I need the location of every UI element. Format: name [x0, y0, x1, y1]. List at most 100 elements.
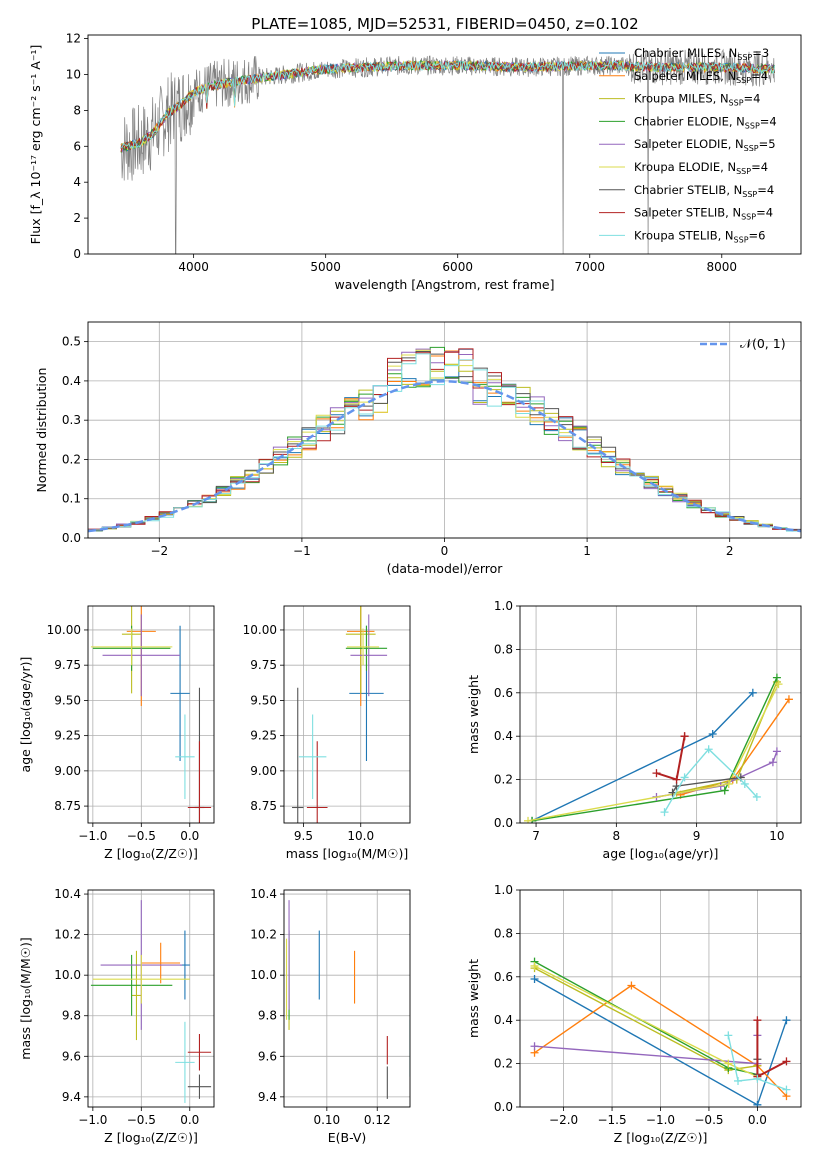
x-tick-label: −0.5 [694, 1113, 723, 1127]
errorbar-point [350, 614, 388, 697]
errorbar-point [90, 628, 173, 666]
series-marker [708, 730, 717, 739]
series-marker [704, 745, 713, 754]
errorbars [285, 900, 410, 1099]
series-marker [748, 688, 757, 697]
normal-curve [88, 380, 801, 533]
series-line [534, 965, 758, 1078]
axes-frame [283, 605, 411, 824]
y-tick-label: 1.0 [494, 883, 513, 897]
y-tick-label: 0 [73, 247, 81, 261]
errorbar-point [187, 1033, 212, 1071]
series-marker [734, 1076, 743, 1085]
weight-lines [530, 957, 791, 1107]
series-marker [524, 816, 533, 823]
spectrum-lines [120, 48, 776, 254]
errorbar-point [345, 625, 388, 671]
series-marker [784, 695, 793, 704]
series-line [531, 692, 754, 822]
y-tick-label: 9.8 [62, 1009, 81, 1023]
series-marker [782, 1057, 791, 1066]
series-marker [652, 769, 661, 778]
series-line [534, 1035, 759, 1065]
y-tick-label: 8.75 [54, 799, 81, 813]
y-tick-label: 8.75 [250, 799, 277, 813]
x-tick-label: 8 [613, 829, 621, 843]
y-tick-label: 10.00 [243, 623, 277, 637]
x-axis-label: E(B-V) [328, 1130, 367, 1145]
y-tick-label: 9.6 [62, 1049, 81, 1063]
x-tick-label: 9 [693, 829, 701, 843]
errorbars [90, 606, 212, 823]
y-tick-label: 9.50 [250, 693, 277, 707]
errorbar-point [187, 741, 212, 823]
errorbar-point [298, 714, 327, 800]
y-tick-label: 0.0 [494, 1100, 513, 1114]
y-tick-label: 0.0 [62, 531, 81, 545]
errorbars [90, 900, 212, 1103]
y-axis-label: age [log₁₀(age/yr)] [18, 657, 33, 773]
y-tick-label: 2 [73, 211, 81, 225]
y-tick-label: 10.4 [54, 887, 81, 901]
histogram-kroupa-stelib [88, 353, 801, 532]
y-tick-label: 9.6 [258, 1049, 277, 1063]
series-marker [753, 1016, 762, 1025]
axes-frame [87, 34, 802, 255]
series-marker [774, 680, 783, 689]
x-tick-label: 0.0 [748, 1113, 767, 1127]
y-tick-label: 0.2 [494, 1057, 513, 1071]
axes-spectrum: 4000 5000 6000 7000 8000 0 2 4 6 8 10 12 wavelength … [28, 32, 802, 292]
axes-age_vs_mass: 9.5 10.0 8.75 9.00 9.25 9.50 9.75 10.00 mass [lo… [243, 605, 411, 861]
series-marker [680, 732, 689, 741]
y-tick-label: 9.50 [54, 693, 81, 707]
series-marker [672, 775, 681, 784]
y-tick-label: 8 [73, 103, 81, 117]
y-axis-label: mass weight [466, 959, 481, 1038]
x-tick-label: −2 [150, 544, 168, 558]
y-tick-label: 10 [66, 67, 81, 81]
series-line [656, 736, 686, 781]
x-tick-label: −1 [293, 544, 311, 558]
legend-label: Salpeter STELIB, NSSP=4 [634, 206, 773, 222]
legend-label: Salpeter MILES, NSSP=4 [634, 69, 768, 85]
series-marker [772, 747, 781, 756]
errorbar-point [102, 614, 181, 697]
axes-mass_vs_Z: −1.0 −0.5 0.0 9.4 9.6 9.8 10.0 10.2 10.4 Z [log₁₀… [18, 887, 215, 1145]
errorbar-point [131, 950, 142, 1041]
series-marker [530, 974, 539, 983]
errorbar-point [187, 1074, 212, 1099]
axes-weight_vs_age: 7 8 9 10 0.0 0.2 0.4 0.6 0.8 1.0 age [log₁₀(age/yr… [466, 599, 802, 861]
y-tick-label: 0.2 [62, 452, 81, 466]
y-tick-label: 0.5 [62, 335, 81, 349]
series-marker [627, 981, 636, 990]
y-tick-label: 0.3 [62, 413, 81, 427]
series-marker [768, 758, 777, 767]
y-tick-label: 0.6 [494, 686, 513, 700]
y-tick-label: 0.4 [62, 374, 81, 388]
x-tick-label: −1.5 [597, 1113, 626, 1127]
x-tick-label: 0.10 [313, 1113, 340, 1127]
series-marker [753, 1074, 762, 1083]
x-tick-label: 0.0 [180, 1113, 199, 1127]
series-line [756, 1020, 787, 1079]
series-marker [753, 1100, 762, 1107]
series-marker [782, 1085, 791, 1094]
legend-label: Chabrier MILES, NSSP=3 [634, 46, 769, 62]
y-tick-label: 10.00 [47, 623, 81, 637]
y-tick-label: 9.25 [54, 729, 81, 743]
x-tick-label: −2.0 [549, 1113, 578, 1127]
y-axis-label: mass [log₁₀(M/M☉)] [18, 937, 33, 1059]
y-tick-label: 0.2 [494, 773, 513, 787]
series-marker [724, 779, 733, 788]
model-line-kroupa-stelib [121, 59, 776, 150]
y-tick-label: 9.00 [54, 764, 81, 778]
y-tick-label: 12 [66, 32, 81, 46]
series-marker [530, 961, 539, 970]
legend-label: Kroupa STELIB, NSSP=6 [634, 228, 765, 244]
y-tick-label: 0.1 [62, 492, 81, 506]
x-tick-label: 4000 [178, 260, 209, 274]
series-marker [530, 1042, 539, 1051]
axes-weight_vs_Z: −2.0 −1.5 −1.0 −0.5 0.0 0.0 0.2 0.4 0.6 0.8 1.0 Z [… [466, 883, 802, 1145]
x-tick-label: 5000 [310, 260, 341, 274]
y-tick-label: 0.4 [494, 1013, 513, 1027]
